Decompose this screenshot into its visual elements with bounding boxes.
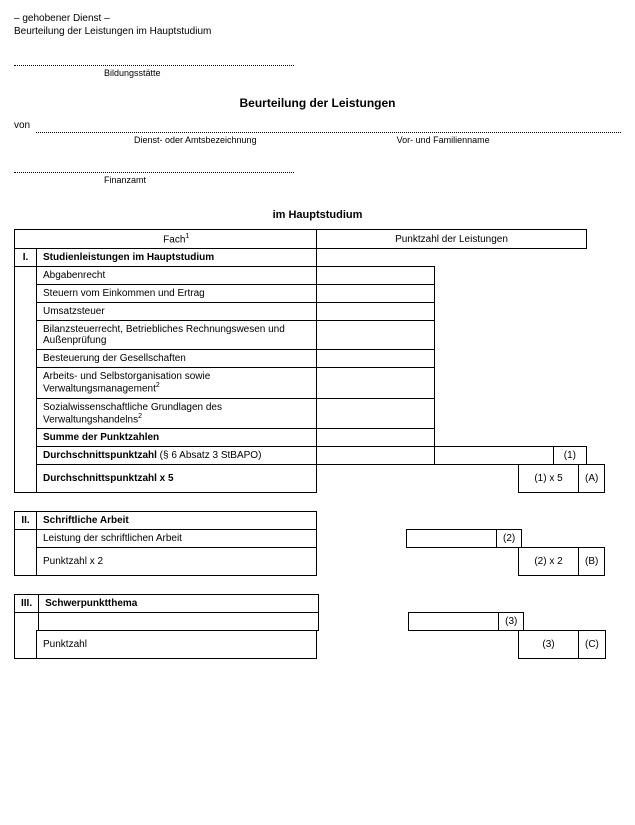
finanzamt-label: Finanzamt — [104, 175, 621, 185]
ref-2x2: (2) x 2 — [519, 547, 579, 575]
s3-blank — [39, 612, 319, 630]
avg5-label: Durchschnittspunktzahl x 5 — [37, 464, 317, 492]
table-section-1: Fach1 Punktzahl der Leistungen I. Studie… — [14, 229, 587, 465]
pts-cell — [317, 285, 435, 303]
avg-bold: Durchschnittspunktzahl — [43, 450, 157, 461]
table-section-3: III. Schwerpunktthema (3) — [14, 594, 524, 631]
von-label: von — [14, 120, 30, 133]
table-row: Steuern vom Einkommen und Ertrag — [15, 285, 587, 303]
table-section-2b: Punktzahl x 2 (2) x 2 (B) — [14, 547, 605, 576]
row-sozial: Sozialwissenschaftliche Grundlagen des V… — [37, 398, 317, 428]
ref-C: (C) — [579, 630, 606, 658]
row-arbeits-text: Arbeits- und Selbstorganisation sowie Ve… — [43, 371, 210, 394]
header-line-1: – gehobener Dienst – — [14, 12, 621, 25]
ref-3: (3) — [499, 612, 524, 630]
bildungsstaette-field — [14, 56, 294, 66]
pts-cell — [317, 398, 435, 428]
table-section-2: II. Schriftliche Arbeit Leistung der sch… — [14, 511, 522, 548]
leistung-label: Leistung der schriftlichen Arbeit — [37, 529, 317, 547]
pts-cell — [317, 446, 435, 464]
table-row: Bilanzsteuerrecht, Betriebliches Rechnun… — [15, 321, 587, 350]
table-row: Besteuerung der Gesellschaften — [15, 350, 587, 368]
section3-roman: III. — [15, 594, 39, 612]
table-row: Abgabenrecht — [15, 267, 587, 285]
bildungsstaette-label: Bildungsstätte — [104, 68, 621, 78]
row-s3-pkt: Punktzahl (3) (C) — [15, 630, 606, 658]
section2-title: Schriftliche Arbeit — [37, 511, 317, 529]
row-sozial-text: Sozialwissenschaftliche Grundlagen des V… — [43, 402, 222, 425]
pts-cell — [317, 428, 435, 446]
avg-rest: (§ 6 Absatz 3 StBAPO) — [157, 450, 262, 461]
table-row: Arbeits- und Selbstorganisation sowie Ve… — [15, 368, 587, 398]
pts-cell — [317, 321, 435, 350]
row-steuern: Steuern vom Einkommen und Ertrag — [37, 285, 317, 303]
col-fach: Fach — [163, 234, 185, 245]
col-punkte: Punktzahl der Leistungen — [317, 230, 587, 249]
row-bilanz: Bilanzsteuerrecht, Betriebliches Rechnun… — [37, 321, 317, 350]
row-avg5: Durchschnittspunktzahl x 5 (1) x 5 (A) — [15, 464, 605, 492]
pts-ext3 — [409, 612, 499, 630]
table-row: Sozialwissenschaftliche Grundlagen des V… — [15, 398, 587, 428]
sum-label: Summe der Punktzahlen — [37, 428, 317, 446]
row-arbeits: Arbeits- und Selbstorganisation sowie Ve… — [37, 368, 317, 398]
finanzamt-field — [14, 163, 294, 173]
ref-3b: (3) — [519, 630, 579, 658]
table-row: Umsatzsteuer — [15, 303, 587, 321]
row-s3-blank: (3) — [15, 612, 524, 630]
table-section-3b: Punktzahl (3) (C) — [14, 630, 606, 659]
von-row: von — [14, 120, 621, 133]
ref-1x5: (1) x 5 — [519, 464, 579, 492]
row-sozial-sup: 2 — [138, 413, 142, 420]
section2-roman: II. — [15, 511, 37, 529]
col-fach-sup: 1 — [185, 233, 189, 240]
row-arbeits-sup: 2 — [156, 382, 160, 389]
section2-title-row: II. Schriftliche Arbeit — [15, 511, 522, 529]
row-abgabenrecht: Abgabenrecht — [37, 267, 317, 285]
row-umsatz: Umsatzsteuer — [37, 303, 317, 321]
subtitle: im Hauptstudium — [14, 209, 621, 221]
row-gesell: Besteuerung der Gesellschaften — [37, 350, 317, 368]
section3-title-row: III. Schwerpunktthema — [15, 594, 524, 612]
ref-A: (A) — [579, 464, 605, 492]
row-avg: Durchschnittspunktzahl (§ 6 Absatz 3 StB… — [15, 446, 587, 464]
pts-cell — [317, 368, 435, 398]
table-header-row: Fach1 Punktzahl der Leistungen — [15, 230, 587, 249]
pts-ext2 — [407, 529, 497, 547]
pkt2-label: Punktzahl x 2 — [37, 547, 317, 575]
ref-2: (2) — [497, 529, 522, 547]
section1-title-row: I. Studienleistungen im Hauptstudium — [15, 249, 587, 267]
section3-title: Schwerpunktthema — [39, 594, 319, 612]
dienst-label: Dienst- oder Amtsbezeichnung — [134, 135, 257, 145]
ref-1: (1) — [553, 446, 586, 464]
name-label: Vor- und Familienname — [397, 135, 490, 145]
doc-title: Beurteilung der Leistungen — [14, 96, 621, 110]
s3-pkt-label: Punktzahl — [37, 630, 317, 658]
von-dotted — [36, 123, 621, 133]
von-sublabels: Dienst- oder Amtsbezeichnung Vor- und Fa… — [14, 135, 621, 145]
pts-cell — [317, 350, 435, 368]
header-line-2: Beurteilung der Leistungen im Hauptstudi… — [14, 25, 621, 38]
pts-cell — [317, 303, 435, 321]
row-pkt2: Punktzahl x 2 (2) x 2 (B) — [15, 547, 605, 575]
section1-title: Studienleistungen im Hauptstudium — [37, 249, 317, 267]
section1-roman: I. — [15, 249, 37, 267]
table-section-1b: Durchschnittspunktzahl x 5 (1) x 5 (A) — [14, 464, 605, 493]
row-sum: Summe der Punktzahlen — [15, 428, 587, 446]
avg-label: Durchschnittspunktzahl (§ 6 Absatz 3 StB… — [37, 446, 317, 464]
row-leistung: Leistung der schriftlichen Arbeit (2) — [15, 529, 522, 547]
pts-ext1 — [435, 446, 553, 464]
pts-cell — [317, 267, 435, 285]
ref-B: (B) — [579, 547, 605, 575]
